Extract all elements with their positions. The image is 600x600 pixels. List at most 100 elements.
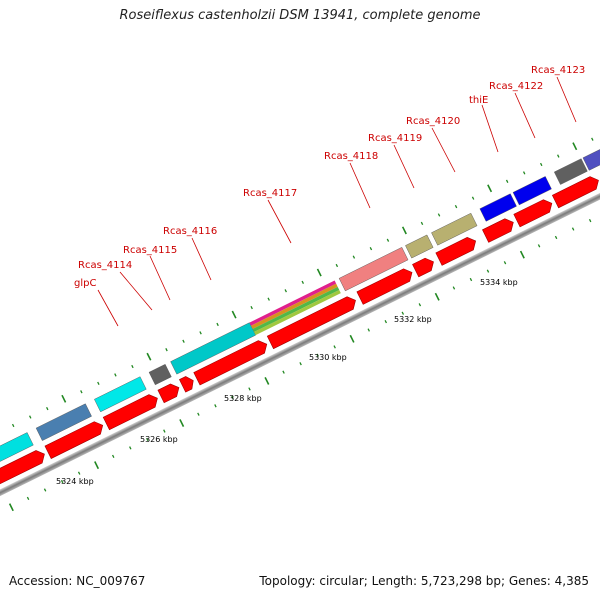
minor-tick (231, 395, 234, 400)
minor-tick (114, 373, 117, 377)
cog-block-purple (582, 148, 600, 171)
cds-arrow (435, 236, 477, 266)
scale-label: 5326 kbp (140, 435, 178, 444)
minor-tick (165, 348, 168, 352)
major-tick (519, 250, 525, 259)
minor-tick (588, 218, 592, 223)
cog-block-blue (512, 176, 552, 206)
cog-block-cyan (94, 376, 147, 413)
gene-label-rcas-4122: Rcas_4122 (489, 81, 543, 92)
minor-tick (384, 319, 388, 324)
minor-tick (420, 221, 424, 226)
gene-label-rcas-4116: Rcas_4116 (163, 226, 217, 237)
minor-tick (197, 412, 200, 416)
minor-tick (26, 496, 30, 501)
gene-labels: glpC Rcas_4114 Rcas_4115 Rcas_4116 Rcas_… (74, 65, 585, 289)
minor-tick (46, 406, 49, 411)
major-tick (231, 310, 237, 319)
gene-label-glpc: glpC (74, 278, 96, 289)
minor-tick (111, 454, 115, 458)
major-tick (146, 352, 152, 361)
minor-tick (248, 387, 251, 391)
cog-block-blue (479, 193, 517, 222)
minor-tick (299, 362, 302, 366)
scale-label: 5332 kbp (394, 315, 432, 324)
gene-label-rcas-4123: Rcas_4123 (531, 65, 585, 76)
gene-label-thie: thiE (469, 95, 488, 106)
major-tick (434, 292, 440, 301)
minor-tick (131, 364, 134, 369)
cog-block-khaki (431, 212, 478, 246)
cds-strand-forward (0, 176, 599, 491)
gene-label-rcas-4120: Rcas_4120 (406, 116, 460, 127)
minor-tick (250, 305, 253, 310)
cog-blocks (0, 148, 600, 473)
minor-tick (367, 328, 370, 332)
cog-block-darkgray (553, 158, 588, 185)
cds-arrow (513, 199, 553, 228)
scale-label: 5334 kbp (480, 278, 518, 287)
accession-text: Accession: NC_009767 (9, 574, 146, 588)
cog-block-multicolor (249, 280, 341, 336)
minor-tick (199, 331, 202, 335)
minor-tick (163, 429, 166, 433)
cds-arrow (356, 268, 413, 305)
gene-label-rcas-4119: Rcas_4119 (368, 133, 422, 144)
minor-tick (11, 423, 15, 428)
minor-tick (214, 404, 217, 408)
minor-tick (452, 286, 456, 290)
minor-tick (537, 244, 541, 248)
map-title: Roseiflexus castenholzii DSM 13941, comp… (119, 8, 481, 23)
minor-tick (28, 415, 32, 419)
gene-label-leaders (97, 76, 577, 327)
minor-tick (401, 311, 405, 315)
minor-tick (284, 289, 287, 293)
major-tick (179, 419, 185, 427)
minor-tick (267, 297, 270, 301)
scale-labels: 5324 kbp 5326 kbp 5328 kbp 5330 kbp 5332… (56, 278, 518, 486)
major-tick (264, 377, 270, 385)
minor-tick (182, 339, 185, 343)
minor-tick (129, 446, 132, 450)
cds-arrow (482, 218, 514, 243)
minor-tick (301, 280, 305, 284)
minor-tick (352, 255, 356, 259)
major-tick (401, 226, 407, 235)
major-tick (94, 461, 100, 470)
minor-tick (486, 269, 490, 273)
minor-tick (522, 171, 526, 175)
cog-block-gray (148, 364, 172, 386)
gene-label-rcas-4115: Rcas_4115 (123, 245, 177, 256)
major-tick (572, 142, 578, 151)
cds-arrow (157, 383, 180, 404)
minor-tick (454, 204, 458, 209)
cds-arrow (0, 450, 45, 491)
major-tick (487, 184, 493, 193)
minor-tick (469, 277, 473, 282)
minor-tick (591, 137, 594, 141)
minor-tick (60, 479, 64, 484)
minor-tick (333, 345, 336, 349)
minor-tick (557, 154, 560, 158)
cog-block-khaki (405, 234, 434, 259)
minor-tick (369, 247, 373, 251)
minor-tick (437, 213, 441, 217)
cog-block-cyan (0, 432, 34, 473)
cog-block-steelblue (35, 403, 92, 441)
cds-arrow (179, 376, 194, 393)
minor-tick (418, 303, 422, 307)
major-tick (349, 334, 355, 343)
genome-backbone (0, 180, 600, 505)
minor-tick (316, 353, 319, 357)
minor-tick (77, 471, 81, 475)
cds-arrow (44, 421, 104, 459)
cog-block-salmon (338, 247, 409, 292)
minor-tick (80, 390, 83, 394)
major-tick (8, 503, 14, 512)
gene-label-rcas-4118: Rcas_4118 (324, 151, 378, 162)
minor-tick (539, 162, 543, 167)
major-tick (61, 394, 67, 403)
cds-arrow (266, 296, 356, 350)
minor-tick (503, 261, 507, 265)
